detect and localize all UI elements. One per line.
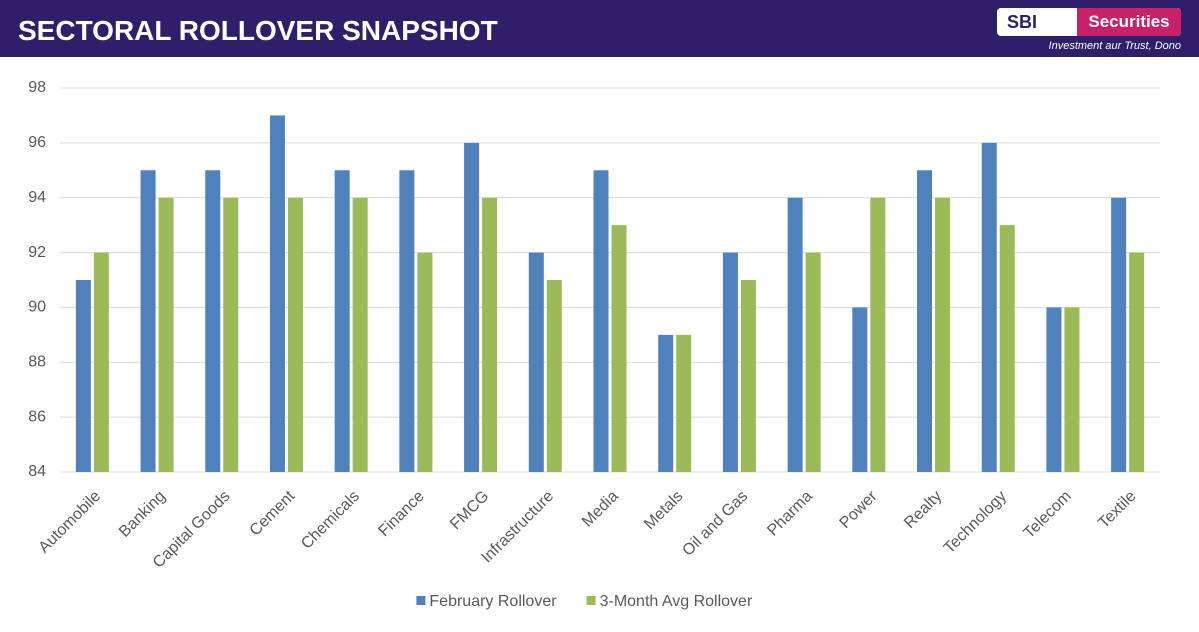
bar [593,170,609,472]
bar [917,170,933,472]
bar [1129,252,1145,472]
bar [334,170,350,472]
bar [140,170,156,472]
y-tick-label: 90 [28,299,46,316]
bar [417,252,433,472]
bar [93,252,109,472]
bar [464,142,480,472]
x-tick-label: FMCG [447,488,492,533]
x-tick-label: Realty [901,488,945,532]
bar [676,334,692,472]
bar [482,197,498,472]
y-tick-label: 88 [28,354,46,371]
bar [852,307,868,472]
y-tick-label: 86 [28,408,46,425]
bar [75,280,91,472]
bar [399,170,415,472]
x-tick-label: Power [837,487,882,532]
y-tick-label: 98 [28,79,46,96]
bar [1046,307,1062,472]
tagline: Investment aur Trust, Dono [1048,40,1181,52]
bar [1111,197,1127,472]
bar [981,142,997,472]
bar [158,197,174,472]
x-tick-label: Finance [375,488,427,540]
bar [740,280,756,472]
bar [805,252,821,472]
bar [546,280,562,472]
page-title: SECTORAL ROLLOVER SNAPSHOT [18,15,498,46]
x-tick-label: Media [579,488,622,531]
bar [269,115,285,472]
logo: SBI Securities [997,8,1181,36]
bar [528,252,544,472]
x-tick-label: Automobile [36,488,105,557]
x-tick-label: Telecom [1021,488,1075,542]
y-tick-label: 94 [28,189,46,206]
x-tick-label: Pharma [764,488,816,540]
bar [999,225,1015,472]
y-tick-label: 92 [28,244,46,261]
bar [223,197,239,472]
legend-swatch [586,596,596,605]
y-tick-label: 84 [28,463,46,480]
bar [870,197,886,472]
bar [352,197,368,472]
logo-text: Securities [1077,8,1181,36]
bar [611,225,627,472]
bar [658,334,674,472]
bar [935,197,951,472]
x-tick-label: Chemicals [298,488,363,553]
bar [787,197,803,472]
x-tick-label: Textile [1095,488,1139,532]
x-tick-label: Oil and Gas [679,488,751,560]
x-tick-label: Technology [941,488,1010,557]
bar [722,252,738,472]
bar [205,170,221,472]
y-tick-label: 96 [28,134,46,151]
bar [1064,307,1080,472]
logo-text: SBI [1007,12,1038,32]
x-tick-label: Metals [641,488,686,533]
header-bar: SECTORAL ROLLOVER SNAPSHOT SBI Securitie… [0,0,1199,57]
legend-label: 3-Month Avg Rollover [600,593,753,610]
x-tick-label: Cement [247,487,299,539]
x-tick-label: Banking [116,488,169,541]
bar [287,197,303,472]
legend-label: February Rollover [429,593,557,610]
legend-swatch [416,596,426,605]
